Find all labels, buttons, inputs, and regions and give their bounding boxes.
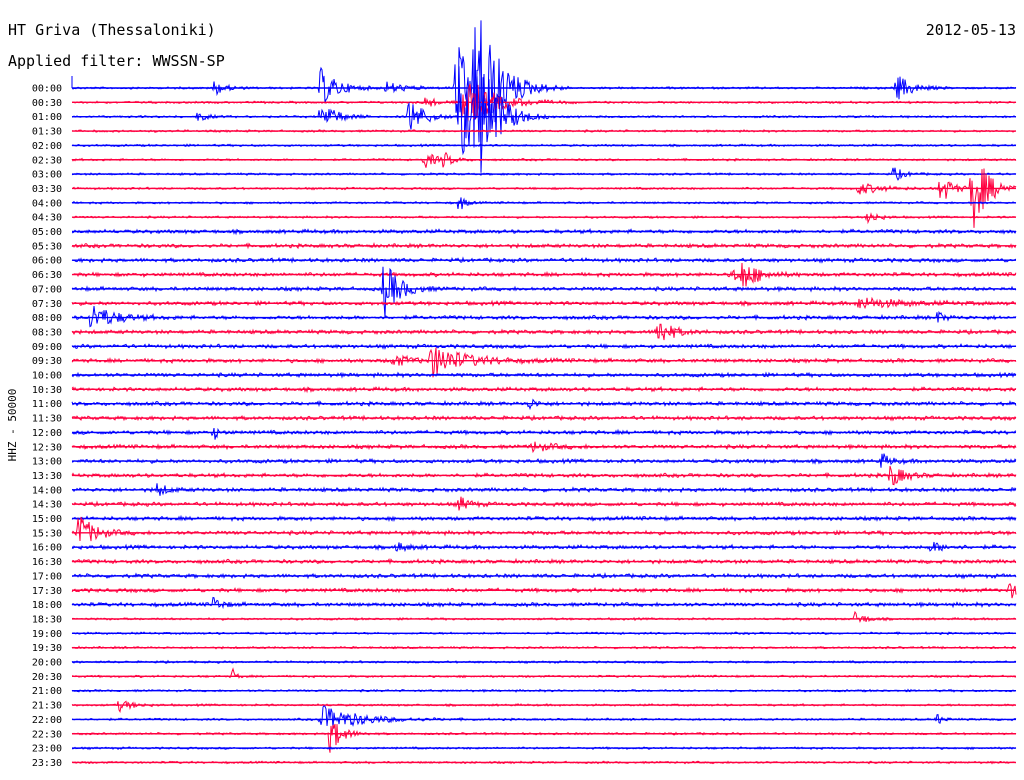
row-label: 08:30 [32, 327, 62, 338]
row-label: 20:30 [32, 672, 62, 683]
row-label: 04:30 [32, 213, 62, 224]
row-label: 15:30 [32, 528, 62, 539]
trace-0800 [71, 305, 1017, 328]
row-label: 20:00 [32, 658, 62, 669]
row-label: 03:30 [32, 184, 62, 195]
row-label: 23:30 [32, 758, 62, 769]
trace-0430 [71, 212, 1017, 225]
row-label: 00:30 [32, 98, 62, 109]
row-label: 13:30 [32, 471, 62, 482]
row-label: 09:30 [32, 356, 62, 367]
trace-1730 [71, 583, 1017, 599]
row-label: 17:00 [32, 571, 62, 582]
trace-1830 [71, 610, 1017, 623]
row-label: 00:00 [32, 84, 62, 95]
row-label: 17:30 [32, 586, 62, 597]
row-label: 07:30 [32, 299, 62, 310]
row-label: 05:30 [32, 241, 62, 252]
row-label: 11:00 [32, 399, 62, 410]
row-label: 12:00 [32, 428, 62, 439]
row-label: 10:00 [32, 371, 62, 382]
row-label: 19:00 [32, 629, 62, 640]
row-label: 03:00 [32, 170, 62, 181]
row-label: 06:00 [32, 256, 62, 267]
row-label: 14:30 [32, 500, 62, 511]
row-label: 01:00 [32, 112, 62, 123]
row-label: 08:00 [32, 313, 62, 324]
row-label: 12:30 [32, 442, 62, 453]
trace-1200 [71, 427, 1017, 440]
row-label: 04:00 [32, 198, 62, 209]
row-label: 01:30 [32, 127, 62, 138]
row-label: 05:00 [32, 227, 62, 238]
row-label: 10:30 [32, 385, 62, 396]
channel-label: HHZ - 50000 [6, 389, 19, 462]
row-label: 15:00 [32, 514, 62, 525]
trace-2200 [71, 705, 1017, 729]
row-label: 13:00 [32, 457, 62, 468]
row-label: 02:00 [32, 141, 62, 152]
row-label: 11:30 [32, 414, 62, 425]
row-label: 18:30 [32, 614, 62, 625]
date-label: 2012-05-13 [926, 21, 1016, 39]
row-label: 22:00 [32, 715, 62, 726]
row-label: 02:30 [32, 155, 62, 166]
row-label: 21:00 [32, 686, 62, 697]
row-label: 16:00 [32, 543, 62, 554]
row-label: 23:00 [32, 744, 62, 755]
trace-2130 [71, 700, 1017, 713]
row-labels: 00:00 00:30 01:00 01:30 02:00 02:30 03:00 03:30… [32, 84, 62, 769]
row-label: 06:30 [32, 270, 62, 281]
row-label: 09:00 [32, 342, 62, 353]
trace-0000 [71, 20, 1017, 148]
row-label: 14:00 [32, 485, 62, 496]
trace-0930 [71, 347, 1017, 378]
row-label: 16:30 [32, 557, 62, 568]
filter-label: Applied filter: WWSSN-SP [8, 52, 225, 70]
row-label: 22:30 [32, 729, 62, 740]
traces [71, 20, 1017, 765]
trace-1530 [71, 516, 1017, 542]
trace-1800 [71, 596, 1017, 610]
row-label: 18:00 [32, 600, 62, 611]
row-label: 19:30 [32, 643, 62, 654]
row-label: 07:00 [32, 284, 62, 295]
row-label: 21:30 [32, 701, 62, 712]
station-title: HT Griva (Thessaloniki) [8, 21, 216, 39]
